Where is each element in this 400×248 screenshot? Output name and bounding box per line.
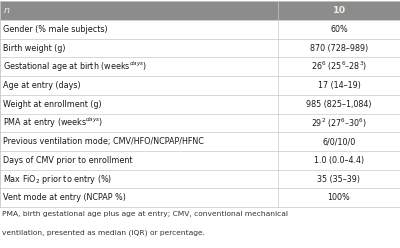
Text: Weight at enrollment (g): Weight at enrollment (g) <box>3 100 102 109</box>
Bar <box>0 1 400 20</box>
Text: 985 (825–1,084): 985 (825–1,084) <box>306 100 372 109</box>
Text: Previous ventilation mode; CMV/HFO/NCPAP/HFNC: Previous ventilation mode; CMV/HFO/NCPAP… <box>3 137 204 146</box>
Text: $n$: $n$ <box>3 6 10 15</box>
Bar <box>0 170 400 188</box>
Text: 10: 10 <box>332 6 346 15</box>
Text: Gestational age at birth (weeks$^{days}$): Gestational age at birth (weeks$^{days}$… <box>3 60 147 74</box>
Bar <box>0 76 400 95</box>
Text: Birth weight (g): Birth weight (g) <box>3 43 66 53</box>
Text: Gender (% male subjects): Gender (% male subjects) <box>3 25 108 34</box>
Text: Age at entry (days): Age at entry (days) <box>3 81 81 90</box>
Text: Max FiO$_2$ prior to entry (%): Max FiO$_2$ prior to entry (%) <box>3 173 112 186</box>
Bar <box>0 39 400 57</box>
Text: 870 (728–989): 870 (728–989) <box>310 43 368 53</box>
Bar <box>0 151 400 170</box>
Text: 6/0/10/0: 6/0/10/0 <box>322 137 356 146</box>
Text: Vent mode at entry (NCPAP %): Vent mode at entry (NCPAP %) <box>3 193 126 202</box>
Text: Days of CMV prior to enrollment: Days of CMV prior to enrollment <box>3 156 133 165</box>
Bar <box>0 95 400 114</box>
Bar <box>0 20 400 39</box>
Text: 17 (14–19): 17 (14–19) <box>318 81 360 90</box>
Text: 60%: 60% <box>330 25 348 34</box>
Text: 29$^{2}$ (27$^{6}$–30$^{6}$): 29$^{2}$ (27$^{6}$–30$^{6}$) <box>311 116 367 129</box>
Text: 100%: 100% <box>328 193 350 202</box>
Text: PMA at entry (weeks$^{days}$): PMA at entry (weeks$^{days}$) <box>3 116 104 130</box>
Text: 26$^{6}$ (25$^{6}$–28$^{3}$): 26$^{6}$ (25$^{6}$–28$^{3}$) <box>311 60 367 73</box>
Text: 35 (35–39): 35 (35–39) <box>318 175 360 184</box>
Text: 1.0 (0.0–4.4): 1.0 (0.0–4.4) <box>314 156 364 165</box>
Bar <box>0 132 400 151</box>
Bar <box>0 57 400 76</box>
Text: PMA, birth gestational age plus age at entry; CMV, conventional mechanical: PMA, birth gestational age plus age at e… <box>2 211 288 217</box>
Bar <box>0 114 400 132</box>
Bar <box>0 188 400 207</box>
Text: ventilation, presented as median (IQR) or percentage.: ventilation, presented as median (IQR) o… <box>2 229 205 236</box>
